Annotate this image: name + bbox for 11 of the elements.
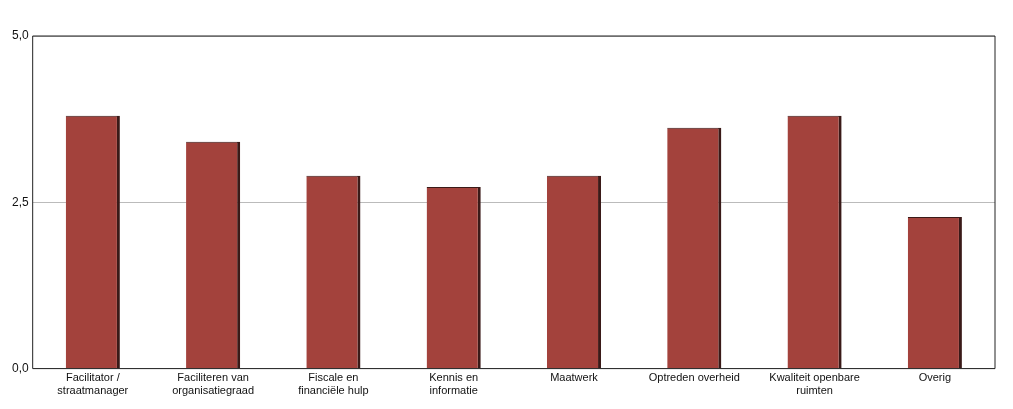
x-tick-label: Faciliteren van organisatiegraad bbox=[172, 371, 255, 397]
x-tick-label: Kennis en informatie bbox=[429, 371, 479, 397]
x-tick-label: Maatwerk bbox=[550, 371, 599, 384]
x-tick-label: Overig bbox=[918, 371, 952, 384]
x-tick-label: Optreden overheid bbox=[648, 371, 740, 384]
y-tick-label: 0,0 bbox=[11, 360, 29, 375]
y-tick-label: 2,5 bbox=[11, 194, 29, 209]
x-tick-label: Fiscale en financiële hulp bbox=[298, 371, 369, 397]
x-tick-label: Facilitator / straatmanager bbox=[57, 371, 129, 397]
y-tick-label: 5,0 bbox=[11, 28, 29, 43]
x-tick-label: Kwaliteit openbare ruimten bbox=[769, 371, 860, 397]
